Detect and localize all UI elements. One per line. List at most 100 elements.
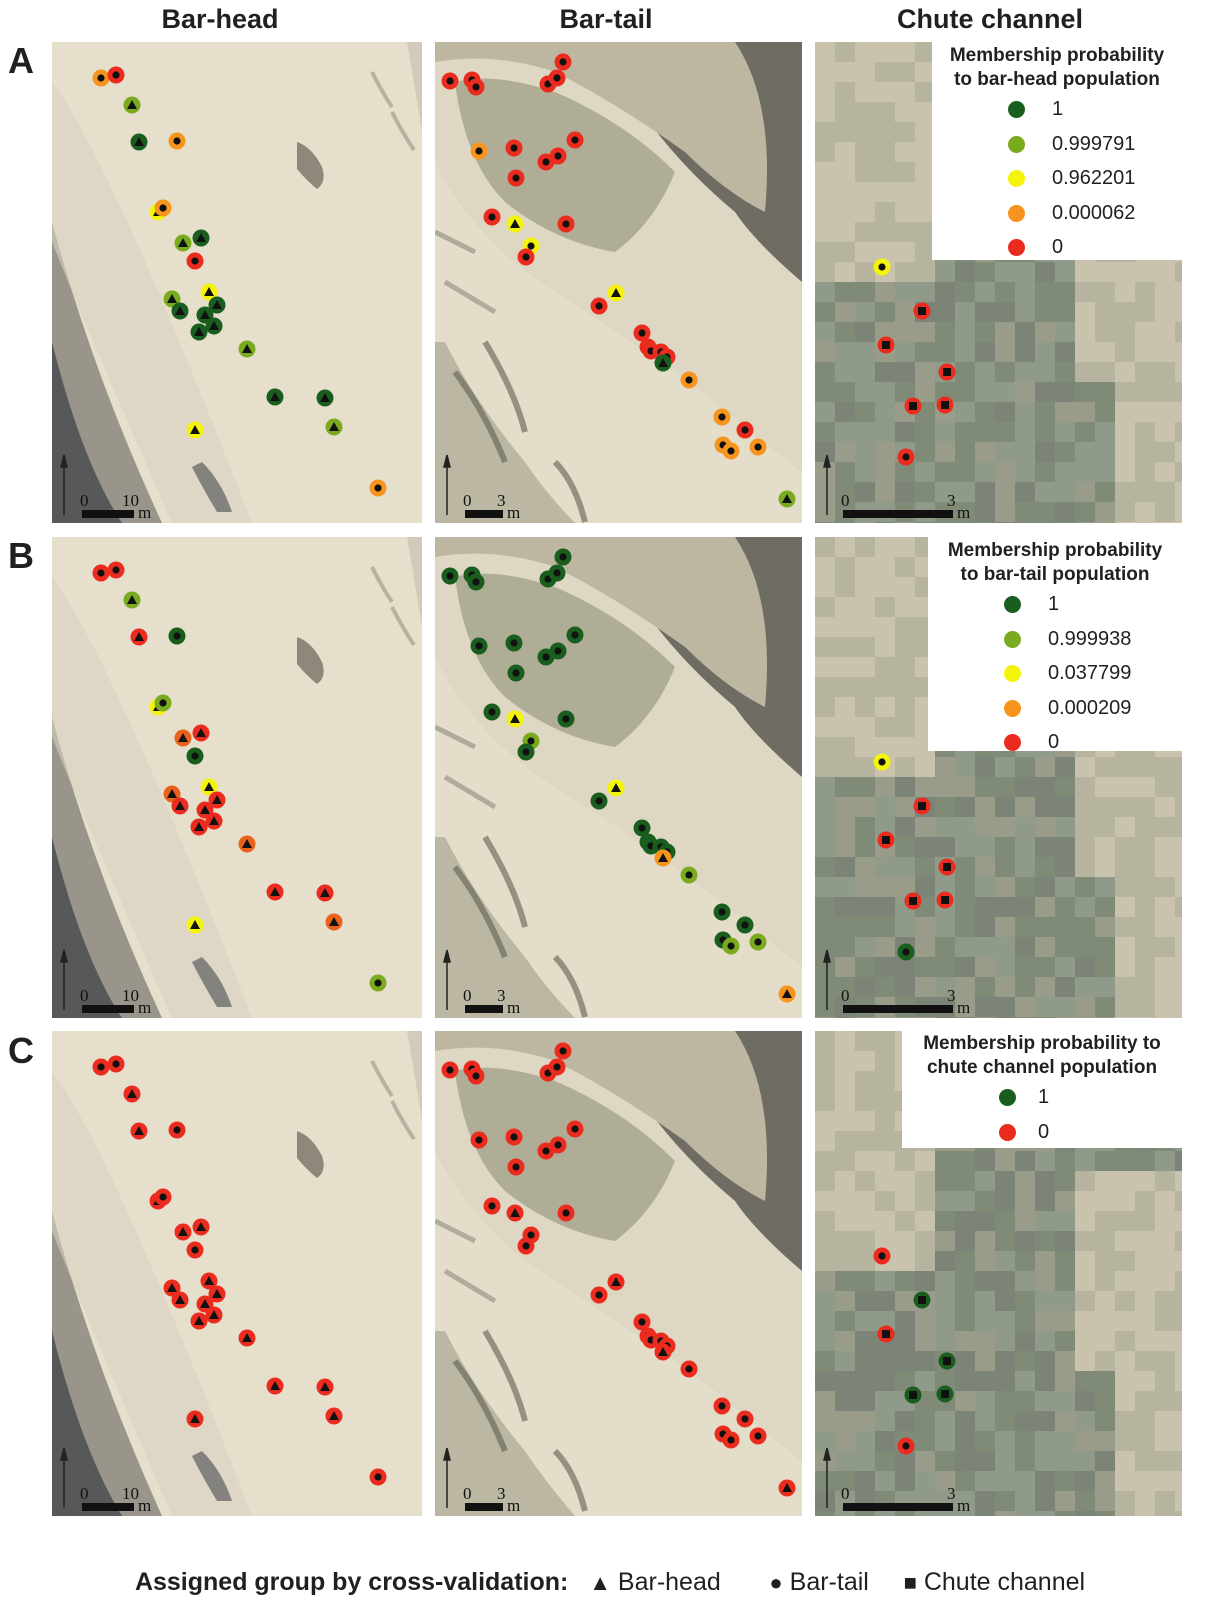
- circle-icon: [522, 1242, 530, 1250]
- sample-marker: [171, 302, 189, 320]
- triangle-icon: [196, 1222, 206, 1231]
- assignment-key: Assigned group by cross-validation: ▲ Ba…: [0, 1568, 1220, 1597]
- circle-icon: [559, 58, 567, 66]
- sample-marker: [470, 637, 488, 655]
- circle-icon: [488, 708, 496, 716]
- scale-bar-rule: [465, 510, 503, 518]
- scale-bar: 0 3m: [443, 454, 520, 522]
- sample-marker: [566, 131, 584, 149]
- sample-marker: [441, 567, 459, 585]
- triangle-icon: [196, 728, 206, 737]
- triangle-icon: [209, 1310, 219, 1319]
- scale-bar: 0 3m: [443, 1447, 520, 1515]
- circle-icon: [191, 1246, 199, 1254]
- north-arrow-icon: [823, 949, 831, 1010]
- scale-bar-rule: [465, 1503, 503, 1511]
- legend-swatch-icon: [1004, 630, 1021, 648]
- aerial-background: [435, 1031, 802, 1516]
- north-arrow-icon: [60, 1447, 68, 1508]
- circle-icon: [510, 144, 518, 152]
- legend-item-label: 1: [1048, 593, 1060, 615]
- circle-icon: [173, 1126, 181, 1134]
- legend-swatch-icon: [1008, 239, 1025, 256]
- triangle-icon: [204, 782, 214, 791]
- north-arrow-icon: [60, 949, 68, 1010]
- sample-marker: [590, 1286, 608, 1304]
- sample-marker: [266, 883, 284, 901]
- sample-marker: [713, 1397, 731, 1415]
- triangle-icon: [782, 494, 792, 503]
- legend-item-label: 0.999791: [1052, 132, 1136, 155]
- circle-icon: [542, 158, 550, 166]
- legend-bar-head-membership: Membership probability to bar-head popul…: [932, 42, 1182, 260]
- sample-marker: [713, 408, 731, 426]
- scale-bar-rule: [82, 1005, 134, 1013]
- square-icon: [943, 1357, 951, 1365]
- sample-marker: [266, 1377, 284, 1395]
- sample-marker: [506, 215, 524, 233]
- circle-icon: ●: [769, 1570, 783, 1595]
- sample-marker: [633, 324, 651, 342]
- triangle-icon: ▲: [589, 1570, 611, 1595]
- circle-icon: [542, 653, 550, 661]
- triangle-icon: [167, 294, 177, 303]
- circle-icon: [97, 74, 105, 82]
- scale-bar-rule: [465, 1005, 503, 1013]
- legend-item: 0.000209: [928, 691, 1182, 726]
- triangle-icon: [134, 137, 144, 146]
- sample-marker: [566, 626, 584, 644]
- square-icon: ■: [903, 1570, 917, 1595]
- legend-item: 0: [928, 725, 1182, 760]
- sample-marker: [205, 812, 223, 830]
- legend-chute-channel-membership: Membership probability to chute channel …: [902, 1031, 1182, 1148]
- map-panel-b-bar-head: 0 10 m: [52, 537, 422, 1018]
- sample-marker: [190, 323, 208, 341]
- legend-swatch-icon: [1008, 170, 1025, 187]
- scale-value-label: 3: [947, 1484, 956, 1503]
- scale-unit-label: m: [138, 503, 151, 522]
- circle-icon: [562, 715, 570, 723]
- legend-item-label: 0.999938: [1048, 627, 1132, 650]
- circle-icon: [374, 1473, 382, 1481]
- sample-marker: [200, 1272, 218, 1290]
- legend-item: 0.037799: [928, 656, 1182, 691]
- key-label-chute-channel: Chute channel: [923, 1568, 1086, 1596]
- triangle-icon: [212, 795, 222, 804]
- sample-marker: [897, 1437, 915, 1455]
- circle-icon: [159, 1193, 167, 1201]
- sample-marker: [897, 943, 915, 961]
- legend-title: Membership probability to bar-head popul…: [932, 42, 1182, 92]
- sample-marker: [467, 1067, 485, 1085]
- triangle-icon: [196, 233, 206, 242]
- legend-item: 1: [902, 1080, 1182, 1115]
- legend-bar-tail-membership: Membership probability to bar-tail popul…: [928, 537, 1182, 753]
- north-arrow-icon: [60, 454, 68, 515]
- sample-marker: [107, 561, 125, 579]
- circle-icon: [902, 1442, 910, 1450]
- sample-marker: [205, 1306, 223, 1324]
- sample-marker: [607, 1273, 625, 1291]
- sample-marker: [713, 903, 731, 921]
- circle-icon: [727, 1436, 735, 1444]
- legend-item-label: 1: [1052, 98, 1064, 120]
- sample-marker: [654, 1343, 672, 1361]
- square-icon: [882, 341, 890, 349]
- sample-marker: [192, 1218, 210, 1236]
- sample-marker: [316, 389, 334, 407]
- sample-marker: [505, 634, 523, 652]
- aerial-background: [435, 537, 802, 1018]
- scale-zero-label: 0: [80, 1484, 89, 1503]
- legend-swatch-icon: [1008, 135, 1025, 153]
- legend-item-label: 0.000062: [1052, 201, 1136, 224]
- row-label-b: B: [8, 535, 34, 576]
- circle-icon: [173, 137, 181, 145]
- circle-icon: [97, 1063, 105, 1071]
- sample-marker: [877, 1325, 895, 1343]
- sample-marker: [154, 199, 172, 217]
- circle-icon: [527, 242, 535, 250]
- triangle-icon: [611, 288, 621, 297]
- circle-icon: [638, 329, 646, 337]
- sample-marker: [266, 388, 284, 406]
- scale-value-label: 10: [122, 1484, 139, 1503]
- legend-title: Membership probability to chute channel …: [902, 1031, 1182, 1080]
